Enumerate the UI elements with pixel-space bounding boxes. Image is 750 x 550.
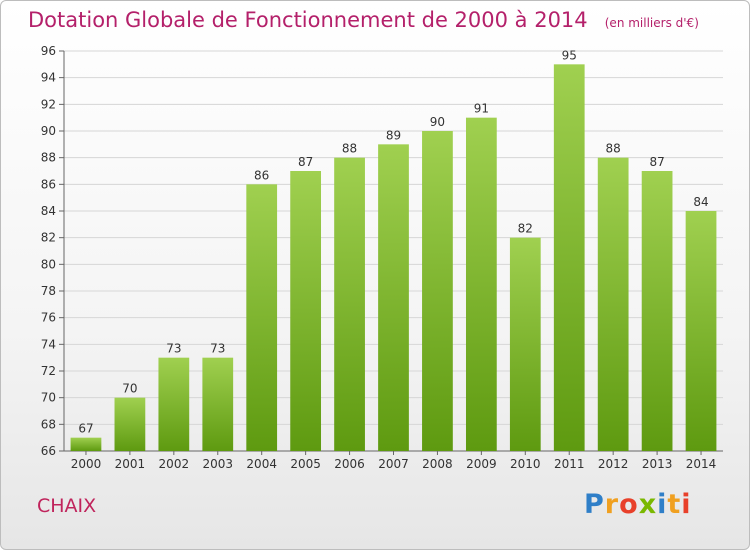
chart-subtitle: (en milliers d'€) [604, 16, 699, 30]
y-tick-label: 74 [41, 337, 56, 351]
x-tick-label-2005: 2005 [290, 457, 321, 471]
y-tick-label: 96 [41, 44, 56, 58]
y-tick-label: 70 [41, 391, 56, 405]
x-tick-label-2012: 2012 [598, 457, 629, 471]
y-tick-label: 72 [41, 364, 56, 378]
y-tick-label: 88 [41, 151, 56, 165]
x-tick-label-2004: 2004 [246, 457, 277, 471]
value-label-2012: 88 [606, 142, 621, 156]
bar-2009 [465, 117, 497, 452]
value-label-2006: 88 [342, 142, 357, 156]
labels: 67 2000 70 2001 73 2002 73 2003 86 2004 87 2005 88 20… [71, 48, 717, 471]
bar-2005 [290, 171, 322, 451]
value-label-2011: 95 [562, 48, 577, 62]
value-label-2003: 73 [210, 342, 225, 356]
x-tick-label-2006: 2006 [334, 457, 365, 471]
bar-2007 [378, 144, 409, 452]
chart-title: Dotation Globale de Fonctionnement de 20… [28, 8, 588, 32]
commune-name: CHAIX [37, 495, 97, 517]
y-tick-label: 82 [41, 231, 56, 245]
y-tick-label: 68 [41, 417, 56, 431]
bar-2008 [422, 131, 453, 451]
x-tick-label-2008: 2008 [422, 457, 453, 471]
proxiti-logo: Proxiti [584, 489, 692, 520]
y-tick-label: 90 [41, 124, 56, 138]
y-tick-label: 80 [41, 257, 56, 271]
value-label-2010: 82 [518, 222, 533, 236]
bar-2006 [334, 157, 365, 451]
y-tick-label: 94 [41, 71, 56, 85]
bar-2001 [114, 397, 146, 451]
value-label-2005: 87 [298, 155, 313, 169]
y-tick-label: 78 [41, 284, 56, 298]
title-row: Dotation Globale de Fonctionnement de 20… [28, 8, 699, 32]
x-tick-label-2001: 2001 [115, 457, 146, 471]
x-tick-label-2010: 2010 [510, 457, 541, 471]
bars [70, 64, 717, 452]
bar-2011 [553, 64, 585, 452]
value-label-2004: 86 [254, 168, 269, 182]
x-tick-label-2002: 2002 [159, 457, 190, 471]
value-label-2001: 70 [122, 382, 137, 396]
bar-2010 [509, 237, 541, 451]
bar-2000 [70, 437, 102, 451]
value-label-2013: 87 [649, 155, 664, 169]
bar-2013 [641, 171, 673, 451]
bar-2002 [158, 357, 190, 451]
value-label-2002: 73 [166, 342, 181, 356]
value-label-2007: 89 [386, 128, 401, 142]
value-label-2008: 90 [430, 115, 445, 129]
x-tick-label-2013: 2013 [642, 457, 673, 471]
bar-2014 [685, 211, 717, 451]
x-tick-label-2009: 2009 [466, 457, 497, 471]
x-tick-label-2014: 2014 [686, 457, 717, 471]
x-tick-label-2011: 2011 [554, 457, 585, 471]
y-tick-label: 86 [41, 177, 56, 191]
bar-2012 [597, 157, 629, 451]
bar-2004 [246, 184, 278, 452]
y-tick-label: 66 [41, 444, 56, 458]
y-tick-label: 92 [41, 97, 56, 111]
x-tick-label-2007: 2007 [378, 457, 409, 471]
value-label-2009: 91 [474, 102, 489, 116]
y-tick-label: 84 [41, 204, 56, 218]
bar-2003 [202, 357, 234, 451]
x-tick-label-2003: 2003 [202, 457, 233, 471]
x-tick-label-2000: 2000 [71, 457, 102, 471]
value-label-2014: 84 [693, 195, 708, 209]
y-tick-label: 76 [41, 311, 56, 325]
value-label-2000: 67 [78, 422, 93, 436]
